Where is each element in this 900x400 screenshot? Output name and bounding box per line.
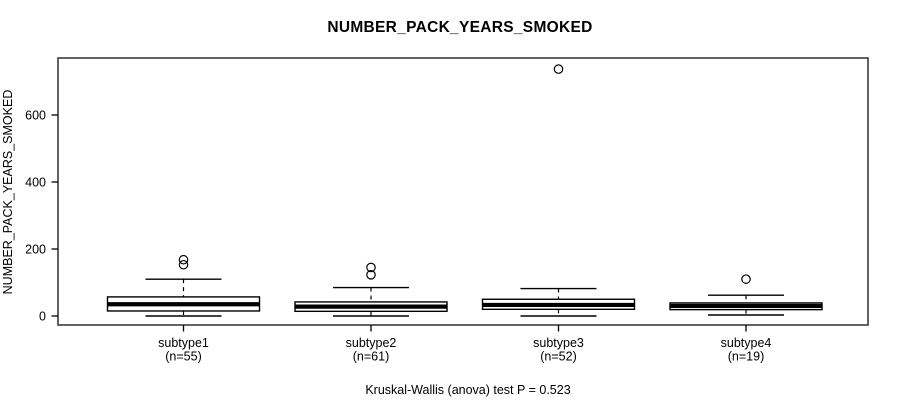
plot-area: 0200400600subtype1(n=55)subtype2(n=61)su…: [25, 64, 823, 364]
outlier-point: [366, 269, 376, 280]
x-tick-label: subtype1: [158, 336, 209, 350]
y-tick-label: 0: [39, 310, 46, 324]
x-tick-count-label: (n=19): [728, 350, 764, 364]
boxplot-subtype4: subtype4(n=19): [669, 274, 823, 364]
caption: Kruskal-Wallis (anova) test P = 0.523: [365, 383, 570, 397]
plot-frame: [57, 57, 869, 326]
y-axis-title: NUMBER_PACK_YEARS_SMOKED: [1, 90, 15, 295]
outlier-point: [366, 262, 376, 273]
y-tick-label: 200: [25, 243, 46, 257]
boxplot-subtype1: subtype1(n=55): [106, 254, 261, 364]
boxplot-subtype2: subtype2(n=61): [294, 262, 448, 364]
outlier-point: [178, 254, 189, 265]
x-tick-count-label: (n=52): [540, 350, 576, 364]
x-tick-count-label: (n=61): [353, 350, 389, 364]
outlier-point: [741, 274, 751, 284]
x-tick-count-label: (n=55): [165, 350, 201, 364]
y-tick-label: 600: [25, 109, 46, 123]
outlier-point: [553, 64, 564, 74]
chart-title: NUMBER_PACK_YEARS_SMOKED: [327, 19, 592, 36]
x-tick-label: subtype3: [533, 336, 584, 350]
outlier-point: [178, 259, 189, 270]
x-tick-label: subtype2: [346, 336, 397, 350]
x-tick-label: subtype4: [721, 336, 772, 350]
y-tick-label: 400: [25, 176, 46, 190]
boxplot-subtype3: subtype3(n=52): [481, 64, 636, 364]
